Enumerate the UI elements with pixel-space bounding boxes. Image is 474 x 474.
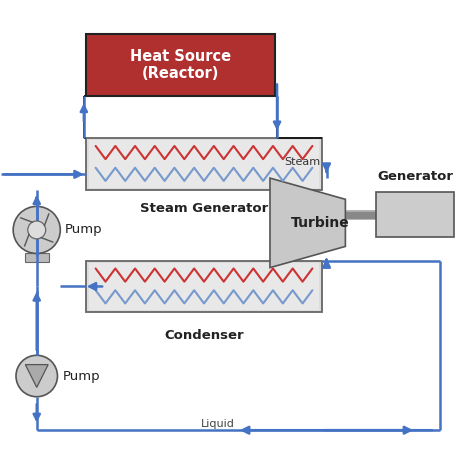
Text: Steam: Steam [284, 157, 320, 167]
Text: Heat Source
(Reactor): Heat Source (Reactor) [130, 49, 231, 81]
Bar [376, 192, 454, 237]
Polygon shape [270, 178, 346, 268]
Text: Turbine: Turbine [291, 216, 350, 230]
Text: Liquid: Liquid [201, 419, 235, 429]
Bar [25, 254, 48, 262]
Circle shape [16, 356, 57, 397]
Text: Steam Generator: Steam Generator [140, 201, 268, 215]
Text: Pump: Pump [63, 370, 100, 383]
Text: Pump: Pump [65, 223, 103, 237]
Bar [86, 35, 275, 96]
Text: Generator: Generator [377, 170, 453, 183]
Bar [89, 140, 319, 188]
Bar [89, 263, 319, 310]
Text: Condenser: Condenser [164, 329, 244, 342]
Bar [86, 261, 322, 312]
Circle shape [28, 221, 46, 239]
Polygon shape [25, 365, 48, 387]
Bar [86, 138, 322, 190]
Circle shape [13, 206, 60, 254]
